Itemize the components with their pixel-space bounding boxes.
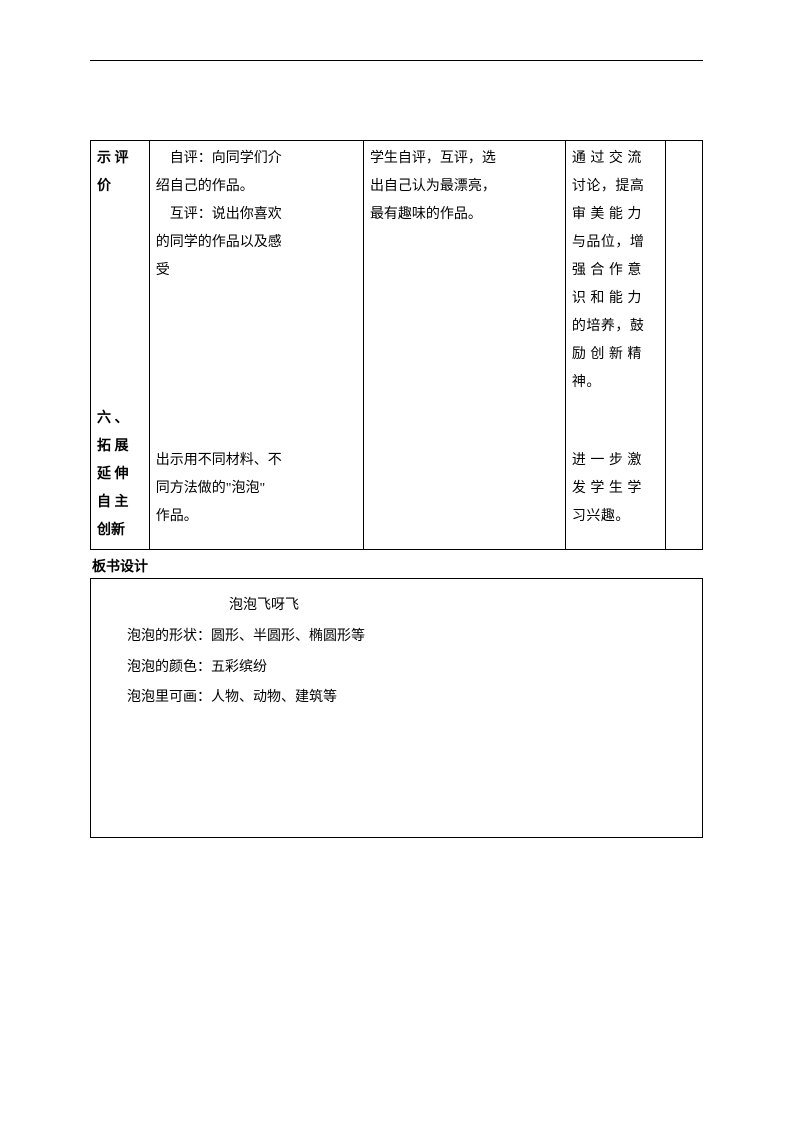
label-text: 六 、	[97, 405, 143, 433]
empty-cell	[666, 401, 703, 550]
cell-line: 最有趣味的作品。	[370, 201, 559, 229]
document-page: 示 评 价 自评：向同学们介 绍自己的作品。 互评：说出你喜欢 的同学的作品以及…	[0, 0, 793, 908]
cell-line: 励 创 新 精	[572, 341, 659, 369]
cell-line: 出自己认为最漂亮，	[370, 173, 559, 201]
row-label-cell: 示 评 价	[91, 141, 150, 402]
cell-line: 学生自评，互评，选	[370, 145, 559, 173]
cell-line: 与品位，增	[572, 229, 659, 257]
cell-line: 神。	[572, 369, 659, 397]
lesson-plan-table: 示 评 价 自评：向同学们介 绍自己的作品。 互评：说出你喜欢 的同学的作品以及…	[90, 140, 703, 550]
cell-line: 通 过 交 流	[572, 145, 659, 173]
design-intent-cell: 通 过 交 流 讨论，提高 审 美 能 力 与品位，增 强 合 作 意 识 和 …	[565, 141, 665, 402]
label-text: 拓 展	[97, 433, 143, 461]
row-label: 示 评 价	[97, 145, 143, 201]
row-label-cell: 六 、 拓 展 延 伸 自 主 创新	[91, 401, 150, 550]
student-activity-cell: 学生自评，互评，选 出自己认为最漂亮， 最有趣味的作品。	[363, 141, 565, 402]
cell-line: 强 合 作 意	[572, 257, 659, 285]
cell-line: 互评：说出你喜欢	[156, 201, 357, 229]
board-design-box: 泡泡飞呀飞 泡泡的形状：圆形、半圆形、椭圆形等 泡泡的颜色：五彩缤纷 泡泡里可画…	[90, 578, 703, 838]
empty-cell	[666, 141, 703, 402]
label-text: 创新	[97, 517, 143, 545]
cell-line: 识 和 能 力	[572, 285, 659, 313]
board-line: 泡泡里可画：人物、动物、建筑等	[127, 683, 684, 714]
spacer	[156, 531, 357, 545]
cell-line: 进 一 步 激	[572, 447, 659, 475]
table-row: 六 、 拓 展 延 伸 自 主 创新 出示用不同材料、不 同方法做的"泡泡" 作…	[91, 401, 703, 550]
cell-line: 出示用不同材料、不	[156, 447, 357, 475]
design-intent-cell: 进 一 步 激 发 学 生 学 习兴趣。	[565, 401, 665, 550]
table-row: 示 评 价 自评：向同学们介 绍自己的作品。 互评：说出你喜欢 的同学的作品以及…	[91, 141, 703, 402]
label-text: 自 主	[97, 489, 143, 517]
row-label: 六 、 拓 展 延 伸 自 主 创新	[97, 405, 143, 545]
cell-line: 的同学的作品以及感	[156, 229, 357, 257]
spacer	[572, 531, 659, 545]
cell-line: 受	[156, 257, 357, 285]
board-line: 泡泡的形状：圆形、半圆形、椭圆形等	[127, 622, 684, 653]
cell-line: 同方法做的"泡泡"	[156, 475, 357, 503]
label-text: 延 伸	[97, 461, 143, 489]
label-text: 示 评	[97, 145, 143, 173]
cell-line: 作品。	[156, 503, 357, 531]
label-text: 价	[97, 173, 143, 201]
student-activity-cell	[363, 401, 565, 550]
cell-line: 自评：向同学们介	[156, 145, 357, 173]
cell-line: 发 学 生 学	[572, 475, 659, 503]
cell-line: 绍自己的作品。	[156, 173, 357, 201]
board-title: 泡泡飞呀飞	[229, 591, 684, 622]
teacher-activity-cell: 自评：向同学们介 绍自己的作品。 互评：说出你喜欢 的同学的作品以及感 受	[149, 141, 363, 402]
cell-line: 讨论，提高	[572, 173, 659, 201]
board-design-heading: 板书设计	[92, 556, 703, 576]
cell-line: 的培养，鼓	[572, 313, 659, 341]
board-line: 泡泡的颜色：五彩缤纷	[127, 653, 684, 684]
cell-line: 审 美 能 力	[572, 201, 659, 229]
teacher-activity-cell: 出示用不同材料、不 同方法做的"泡泡" 作品。	[149, 401, 363, 550]
cell-line: 习兴趣。	[572, 503, 659, 531]
header-rule	[90, 60, 703, 61]
